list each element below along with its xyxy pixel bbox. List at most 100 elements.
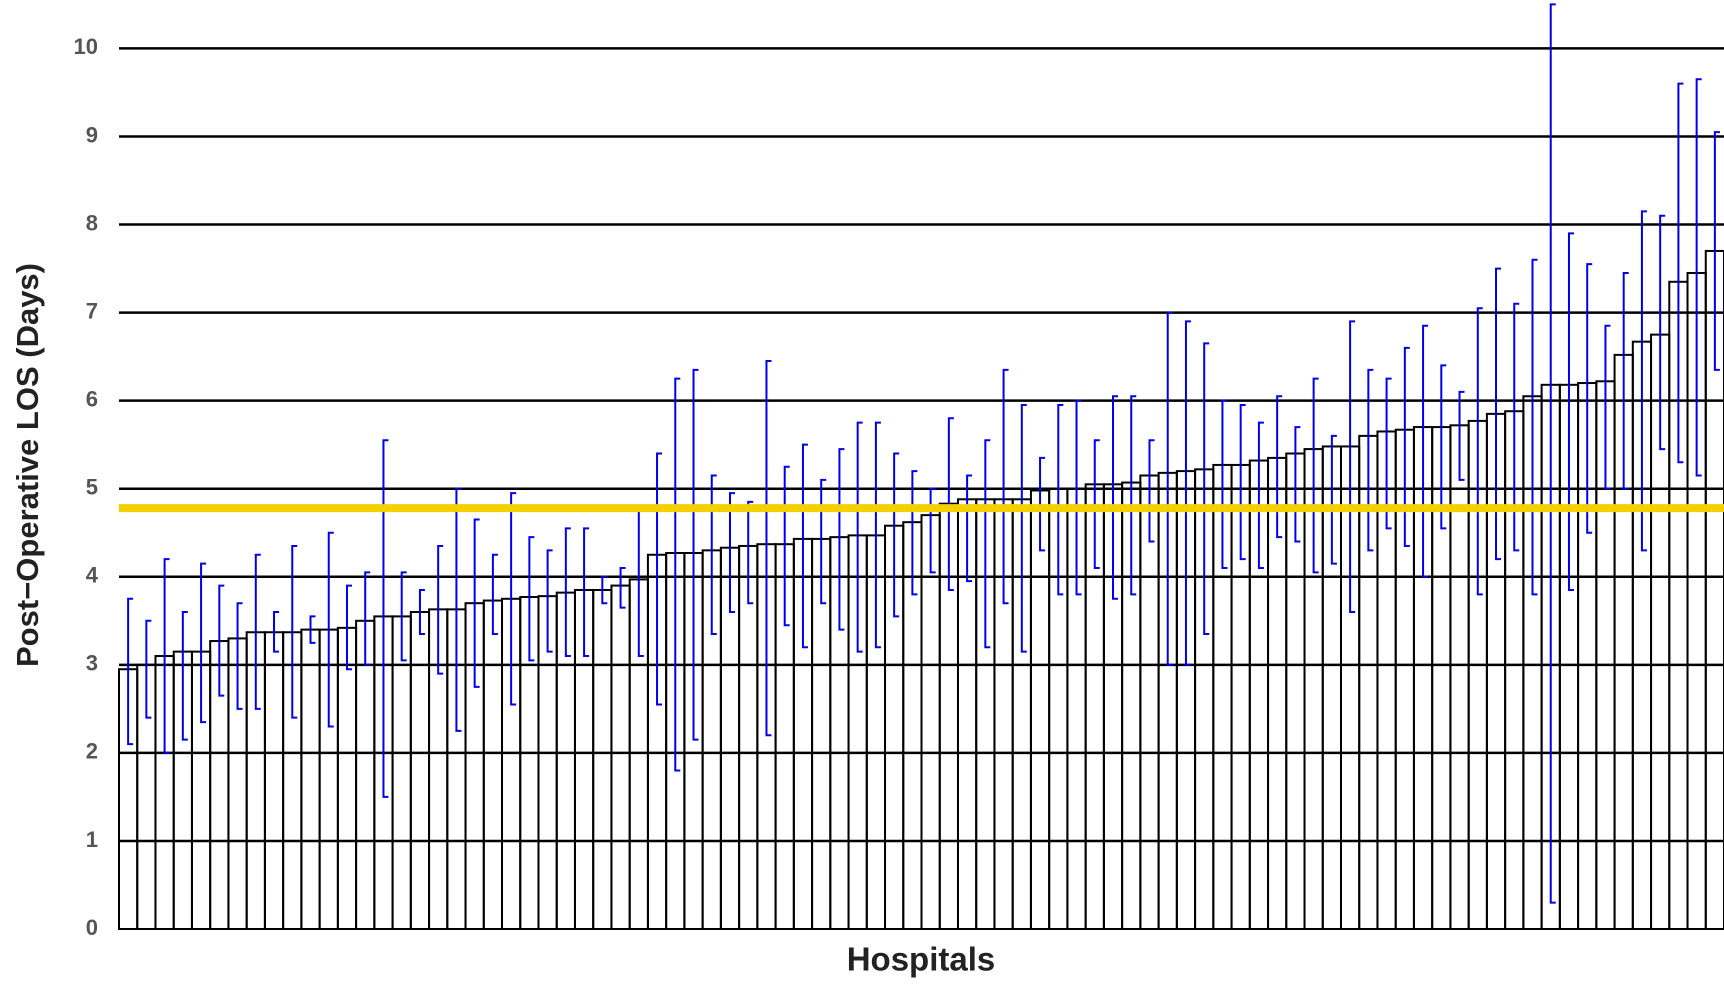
y-axis-title: Post−Operative LOS (Days) bbox=[10, 263, 45, 667]
bar bbox=[300, 628, 321, 930]
error-bar bbox=[765, 360, 772, 737]
error-bar bbox=[510, 492, 517, 706]
error-bar bbox=[437, 544, 444, 675]
error-bar bbox=[856, 421, 863, 653]
y-tick-label: 4 bbox=[86, 563, 99, 588]
error-bar bbox=[1075, 399, 1082, 596]
bar bbox=[1139, 474, 1160, 930]
error-bar bbox=[273, 610, 280, 653]
y-tick-label: 6 bbox=[86, 386, 98, 411]
error-bar bbox=[309, 615, 316, 644]
error-bar bbox=[1622, 271, 1629, 490]
error-bar bbox=[1586, 263, 1593, 534]
error-bar bbox=[1422, 324, 1429, 578]
bar bbox=[1029, 489, 1051, 930]
y-tick-label: 0 bbox=[86, 915, 98, 940]
error-bar bbox=[1166, 311, 1173, 666]
error-bar bbox=[1312, 377, 1319, 574]
error-bar bbox=[254, 553, 261, 710]
error-bar bbox=[382, 439, 389, 798]
error-bar bbox=[1257, 421, 1264, 569]
error-bar bbox=[783, 465, 790, 627]
error-bar bbox=[692, 368, 699, 741]
error-bar bbox=[1057, 404, 1064, 596]
error-bar bbox=[1604, 324, 1611, 490]
error-bar bbox=[564, 527, 571, 658]
bar bbox=[1449, 424, 1470, 930]
x-axis-title: Hospitals bbox=[847, 941, 996, 978]
error-bar bbox=[1640, 210, 1647, 552]
y-tick-label: 5 bbox=[86, 475, 98, 500]
error-bar bbox=[200, 562, 207, 724]
error-bar bbox=[236, 602, 243, 710]
bar bbox=[263, 631, 285, 930]
error-bar bbox=[1330, 434, 1337, 565]
error-bar bbox=[145, 619, 152, 719]
error-bar bbox=[291, 544, 298, 719]
error-bar bbox=[1367, 368, 1374, 552]
error-bar bbox=[893, 452, 900, 618]
error-bar bbox=[1403, 346, 1410, 547]
y-tick-label: 7 bbox=[86, 298, 98, 323]
y-tick-label: 1 bbox=[86, 827, 98, 852]
error-bar bbox=[583, 527, 590, 658]
error-bar bbox=[1495, 267, 1502, 561]
error-bar bbox=[637, 505, 644, 658]
y-tick-label: 10 bbox=[74, 34, 98, 59]
error-bar bbox=[455, 487, 462, 732]
error-bar bbox=[1440, 364, 1447, 530]
error-bar bbox=[1130, 395, 1137, 596]
bar bbox=[336, 626, 358, 931]
error-bar bbox=[1476, 307, 1483, 596]
error-bar bbox=[801, 443, 808, 649]
error-bar bbox=[1276, 395, 1283, 539]
error-bar bbox=[747, 500, 754, 605]
error-bar bbox=[1458, 390, 1465, 481]
error-bar bbox=[1148, 439, 1155, 543]
error-bar bbox=[418, 588, 425, 636]
error-bar bbox=[218, 584, 225, 697]
error-bar bbox=[528, 536, 535, 662]
error-bar bbox=[1184, 320, 1191, 666]
error-bar bbox=[820, 478, 827, 605]
error-bar bbox=[1385, 377, 1392, 530]
error-bar bbox=[546, 549, 553, 653]
y-tick-label: 9 bbox=[86, 122, 98, 147]
error-bar bbox=[674, 377, 681, 772]
bar bbox=[482, 599, 504, 930]
error-bar bbox=[1677, 82, 1684, 464]
error-bar bbox=[400, 571, 407, 662]
y-tick-label: 3 bbox=[86, 651, 98, 676]
bar bbox=[355, 619, 376, 931]
error-bar bbox=[1659, 214, 1666, 451]
error-bar bbox=[1695, 78, 1702, 477]
error-bar bbox=[656, 452, 663, 706]
y-tick-label: 2 bbox=[86, 739, 98, 764]
error-bar bbox=[929, 487, 936, 574]
error-bar bbox=[364, 571, 371, 666]
error-bar bbox=[601, 575, 608, 605]
error-bar bbox=[1203, 342, 1210, 636]
error-bar bbox=[710, 474, 717, 636]
error-bar bbox=[1549, 3, 1556, 904]
error-bar bbox=[911, 470, 918, 596]
error-bar bbox=[1020, 404, 1027, 653]
bar bbox=[409, 610, 431, 930]
error-bar bbox=[491, 553, 498, 636]
error-bar bbox=[984, 439, 991, 649]
error-bar bbox=[345, 584, 352, 671]
error-bar bbox=[966, 474, 973, 583]
error-bar bbox=[127, 597, 134, 746]
error-bar bbox=[327, 531, 334, 728]
error-bar bbox=[1713, 131, 1720, 371]
error-bar bbox=[1221, 399, 1228, 569]
error-bar bbox=[874, 421, 881, 649]
error-bar bbox=[1531, 258, 1538, 596]
error-bar bbox=[619, 566, 626, 609]
error-bar bbox=[1349, 320, 1356, 613]
error-bar bbox=[1002, 368, 1009, 605]
error-bar bbox=[473, 518, 480, 688]
bar bbox=[391, 615, 412, 931]
